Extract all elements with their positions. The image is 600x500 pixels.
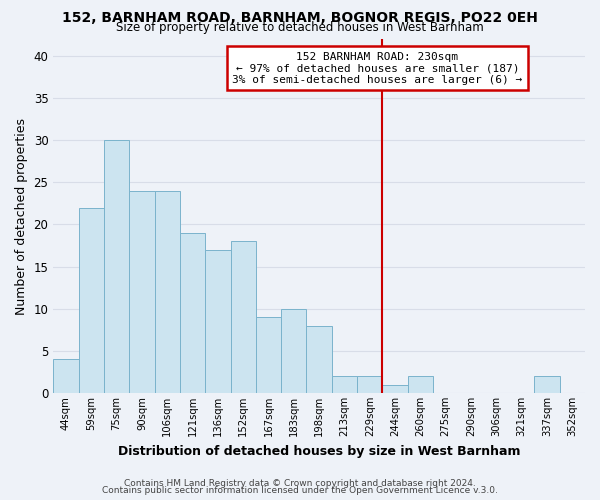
Text: Contains public sector information licensed under the Open Government Licence v.: Contains public sector information licen… bbox=[102, 486, 498, 495]
Bar bbox=[382, 384, 408, 393]
Bar bbox=[230, 242, 256, 393]
Bar bbox=[104, 140, 129, 393]
Bar bbox=[307, 326, 332, 393]
Bar bbox=[408, 376, 433, 393]
Text: Size of property relative to detached houses in West Barnham: Size of property relative to detached ho… bbox=[116, 22, 484, 35]
Bar bbox=[180, 233, 205, 393]
Text: 152 BARNHAM ROAD: 230sqm
← 97% of detached houses are smaller (187)
3% of semi-d: 152 BARNHAM ROAD: 230sqm ← 97% of detach… bbox=[232, 52, 523, 85]
Bar bbox=[129, 190, 155, 393]
Bar bbox=[357, 376, 382, 393]
Text: 152, BARNHAM ROAD, BARNHAM, BOGNOR REGIS, PO22 0EH: 152, BARNHAM ROAD, BARNHAM, BOGNOR REGIS… bbox=[62, 11, 538, 25]
Bar bbox=[256, 317, 281, 393]
Bar bbox=[79, 208, 104, 393]
Bar bbox=[53, 360, 79, 393]
X-axis label: Distribution of detached houses by size in West Barnham: Distribution of detached houses by size … bbox=[118, 444, 520, 458]
Bar bbox=[281, 308, 307, 393]
Bar bbox=[332, 376, 357, 393]
Bar bbox=[535, 376, 560, 393]
Y-axis label: Number of detached properties: Number of detached properties bbox=[15, 118, 28, 314]
Bar bbox=[205, 250, 230, 393]
Bar bbox=[155, 190, 180, 393]
Text: Contains HM Land Registry data © Crown copyright and database right 2024.: Contains HM Land Registry data © Crown c… bbox=[124, 478, 476, 488]
